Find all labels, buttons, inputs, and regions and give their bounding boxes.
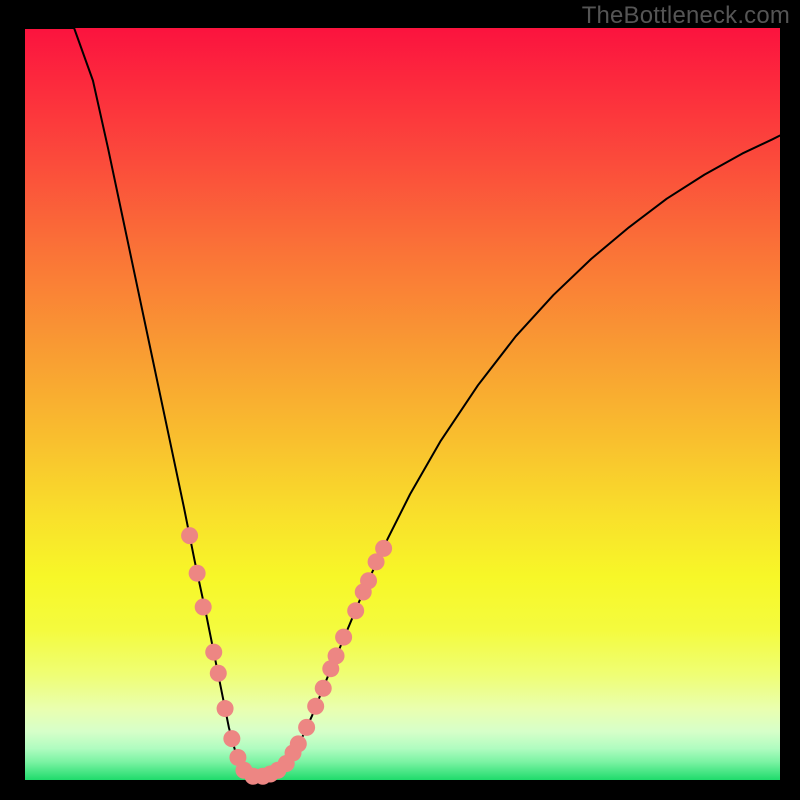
curve-marker — [195, 599, 212, 616]
curve-marker — [217, 700, 234, 717]
curve-marker — [315, 680, 332, 697]
curve-marker — [375, 540, 392, 557]
curve-marker — [189, 565, 206, 582]
curve-marker — [307, 698, 324, 715]
curve-marker — [360, 572, 377, 589]
chart-stage: TheBottleneck.com — [0, 0, 800, 800]
curve-marker — [290, 735, 307, 752]
plot-background — [25, 28, 780, 780]
curve-marker — [181, 527, 198, 544]
curve-marker — [335, 629, 352, 646]
curve-marker — [298, 719, 315, 736]
curve-marker — [223, 730, 240, 747]
bottleneck-chart — [0, 0, 800, 800]
curve-marker — [205, 644, 222, 661]
curve-marker — [210, 665, 227, 682]
curve-marker — [347, 602, 364, 619]
watermark-text: TheBottleneck.com — [582, 2, 790, 30]
curve-marker — [328, 647, 345, 664]
